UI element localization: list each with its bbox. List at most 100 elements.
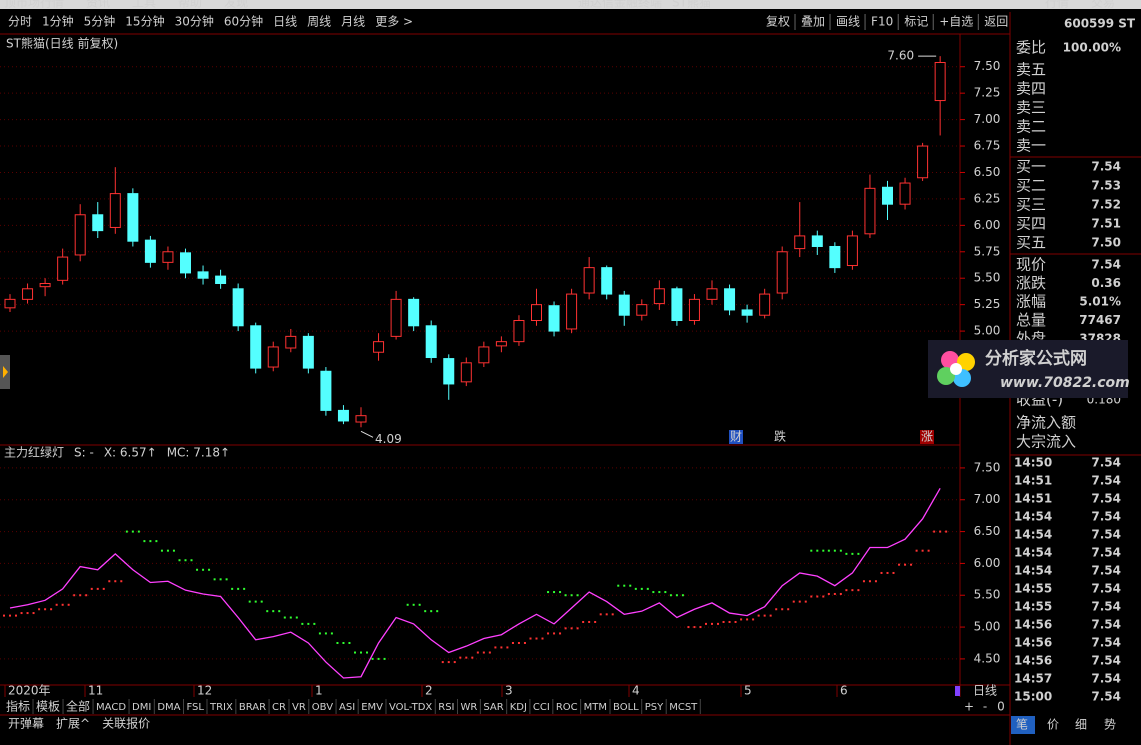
candle-body	[302, 335, 314, 369]
indicator-tab[interactable]: ROC	[556, 702, 578, 713]
event-label: 涨	[921, 429, 933, 444]
action-button[interactable]: 叠加	[801, 15, 825, 29]
period-button[interactable]: 5分钟	[84, 14, 116, 29]
candle-body	[706, 288, 718, 300]
event-marker[interactable]	[729, 430, 743, 444]
candle-body	[653, 288, 665, 305]
signal-dot	[740, 618, 743, 621]
period-button[interactable]: 15分钟	[125, 14, 164, 29]
menu-item[interactable]: 发现	[224, 0, 248, 10]
indicator-tab[interactable]: OBV	[312, 702, 333, 713]
signal-dot	[728, 620, 731, 623]
indicator-tab[interactable]: MCST	[669, 702, 698, 713]
menu-item[interactable]: 顶市场行情	[4, 0, 64, 10]
event-marker[interactable]	[920, 430, 934, 444]
indicator-tab[interactable]: DMI	[132, 702, 151, 713]
panel-tab[interactable]: 笔	[1016, 717, 1028, 732]
signal-dot	[553, 632, 556, 635]
indicator-tab[interactable]: DMA	[157, 702, 180, 713]
indicator-tab[interactable]: BRAR	[239, 702, 266, 713]
signal-dot	[500, 646, 503, 649]
indicator-tab[interactable]: VR	[292, 702, 306, 713]
period-button[interactable]: 周线	[307, 15, 331, 29]
indicator-tab[interactable]: RSI	[438, 702, 454, 713]
signal-dot	[114, 580, 117, 583]
action-button[interactable]: 画线	[836, 15, 860, 29]
indicator-tab[interactable]: WR	[461, 702, 478, 713]
period-button[interactable]: 30分钟	[175, 14, 214, 29]
menu-item[interactable]: 交易	[1091, 0, 1115, 10]
indicator-tab[interactable]: VOL-TDX	[389, 702, 432, 713]
zoom-button[interactable]: 0	[997, 700, 1005, 714]
signal-dot	[681, 594, 684, 597]
indicator-tab[interactable]: MACD	[96, 702, 126, 713]
indicator-tab[interactable]: CR	[272, 702, 286, 713]
menu-item[interactable]: 行情	[1045, 0, 1069, 10]
signal-dot	[605, 613, 608, 616]
y-tick-label: 4.50	[974, 651, 1001, 665]
action-button[interactable]: 标记	[904, 15, 928, 29]
candle-body	[899, 182, 911, 205]
indicator-tab[interactable]: TRIX	[209, 702, 233, 713]
bottom-button[interactable]: 关联报价	[102, 716, 150, 731]
signal-dot	[804, 600, 807, 603]
indicator-tab[interactable]: FSL	[186, 702, 204, 713]
period-button[interactable]: 日线	[273, 15, 297, 29]
bottom-button[interactable]: 扩展^	[56, 717, 90, 731]
action-button[interactable]: 返回	[984, 15, 1008, 29]
indicator-tab[interactable]: MTM	[584, 702, 607, 713]
menu-item[interactable]: 帮助	[178, 0, 202, 10]
signal-dot	[862, 580, 865, 583]
bottom-button[interactable]: 开弹幕	[8, 717, 44, 731]
indicator-tab[interactable]: 模板	[36, 700, 60, 714]
candle-body	[688, 298, 700, 322]
panel-tab[interactable]: 价	[1047, 718, 1059, 732]
indicator-tab[interactable]: ASI	[339, 702, 355, 713]
signal-dot	[155, 540, 158, 543]
indicator-tab[interactable]: BOLL	[613, 702, 639, 713]
signal-dot	[131, 530, 134, 533]
action-button[interactable]: +自选	[939, 15, 973, 29]
collapse-arrow	[3, 366, 8, 378]
signal-dot	[436, 610, 439, 613]
period-button[interactable]: 月线	[341, 15, 365, 29]
signal-dot	[705, 622, 707, 625]
indicator-tab[interactable]: CCI	[533, 702, 550, 713]
logo-petal	[957, 353, 975, 371]
indicator-tab[interactable]: KDJ	[510, 702, 527, 713]
signal-dot	[687, 626, 690, 629]
zoom-button[interactable]: +	[964, 700, 974, 714]
signal-dot	[810, 549, 813, 552]
zoom-button[interactable]: -	[983, 700, 987, 714]
signal-dot	[459, 656, 462, 659]
low-pointer	[360, 430, 374, 438]
signal-dot	[488, 651, 491, 654]
y-tick-label: 5.00	[974, 324, 1001, 338]
period-button[interactable]: 更多 >	[375, 15, 413, 29]
indicator-tab[interactable]: 全部	[66, 699, 90, 714]
indicator-tab[interactable]: SAR	[483, 702, 503, 713]
tab-active-bg	[1011, 716, 1035, 734]
scroll-marker	[955, 686, 960, 696]
row-label: 涨跌	[1016, 274, 1046, 292]
action-button[interactable]: F10	[871, 15, 893, 29]
candle-body	[741, 309, 753, 316]
indicator-tab[interactable]: 指标	[6, 699, 30, 714]
action-button[interactable]: 复权	[766, 15, 790, 29]
candle-body	[162, 251, 174, 263]
panel-tab[interactable]: 势	[1104, 718, 1116, 732]
menu-item[interactable]: 资讯	[86, 0, 110, 10]
candle-body	[478, 346, 490, 364]
signal-dot	[190, 559, 193, 562]
period-button[interactable]: 60分钟	[224, 14, 263, 29]
indicator-tab[interactable]: PSY	[645, 702, 664, 713]
signal-dot	[360, 651, 362, 654]
menu-item[interactable]: 工具	[132, 0, 156, 10]
period-button[interactable]: 1分钟	[42, 14, 74, 29]
period-button[interactable]: 分时	[8, 15, 32, 29]
panel-tab[interactable]: 细	[1075, 718, 1087, 732]
signal-dot	[301, 622, 304, 625]
y-tick-label: 5.75	[974, 244, 1001, 258]
indicator-tab[interactable]: EMV	[361, 702, 383, 713]
